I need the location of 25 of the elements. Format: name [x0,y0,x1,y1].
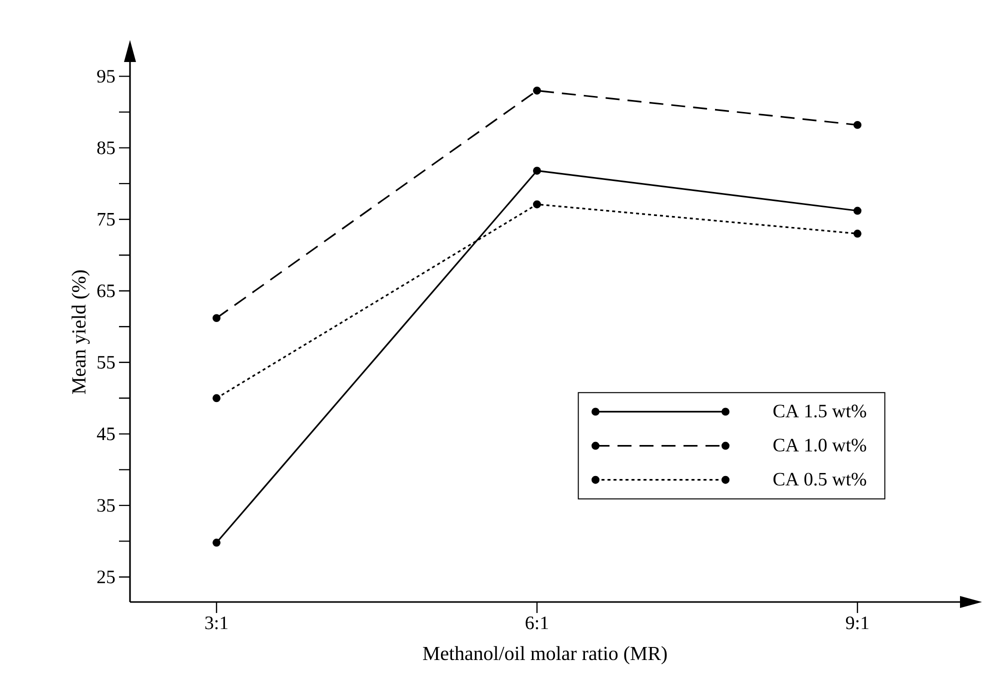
x-tick-label: 9:1 [846,616,868,630]
point [212,538,221,547]
y-tick-label: 35 [97,499,115,512]
point [533,200,541,208]
point [533,166,541,175]
point [212,314,221,322]
y-tick-label: 25 [97,570,115,584]
point [533,86,541,95]
legend-label: CA 1.0 wt% [773,438,866,452]
y-tick-label: 95 [97,70,115,83]
point [853,206,862,215]
point [853,120,862,129]
y-axis-title: Mean yield (%) [72,270,90,394]
y-tick-label: 85 [97,141,115,154]
x-tick-label: 6:1 [526,616,548,630]
y-tick-label: 45 [96,428,115,440]
y-tick-label: 75 [98,213,115,226]
point [212,394,221,402]
legend-label: CA 0.5 wt% [773,472,866,486]
x-tick-label: 3:1 [205,616,228,630]
legend-label: CA 1.5 wt% [773,404,866,418]
point [853,230,862,238]
y-tick-label: 55 [98,356,115,369]
x-axis-title: Methanol/oil molar ratio (MR) [423,646,667,664]
y-tick-label: 65 [97,284,115,298]
